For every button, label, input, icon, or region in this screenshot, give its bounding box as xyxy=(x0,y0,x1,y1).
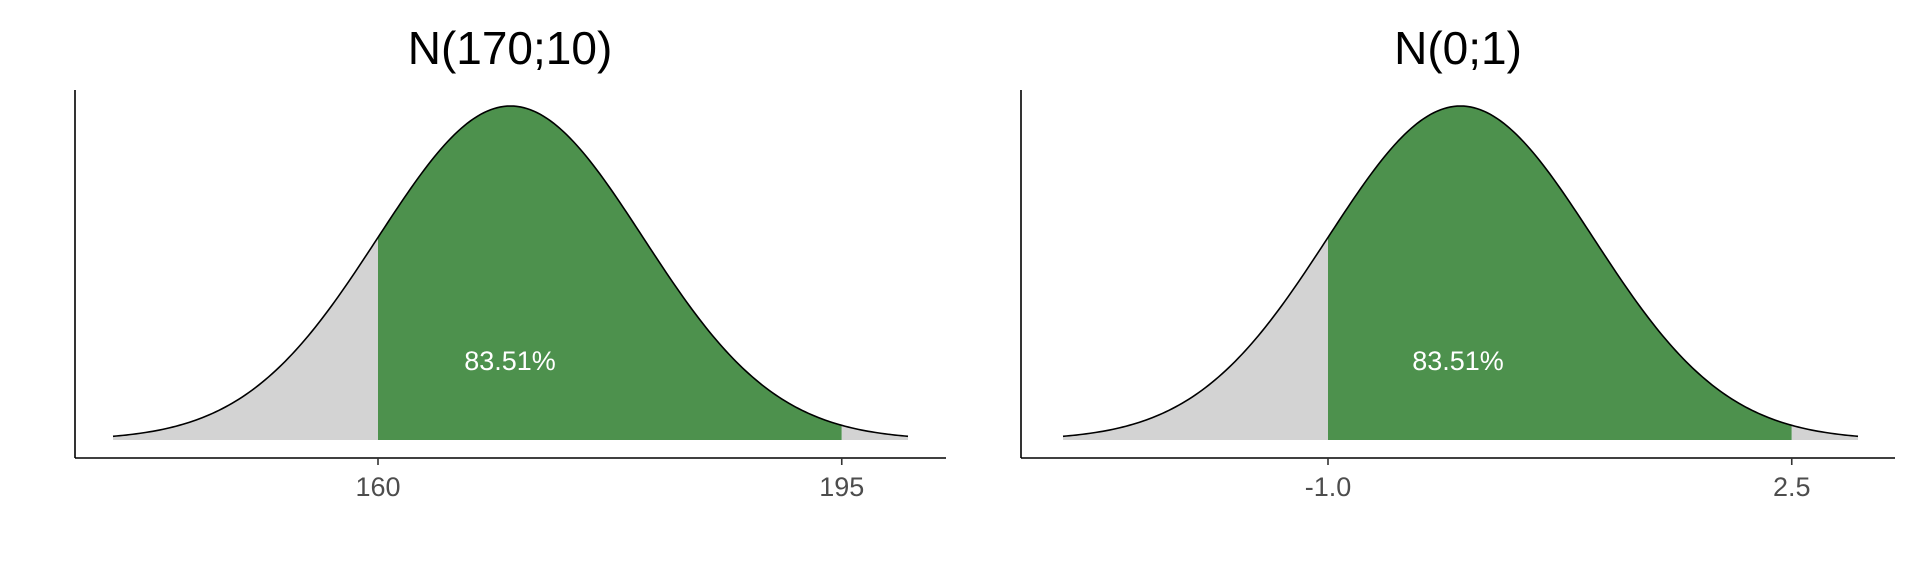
panel-1-title: N(170;10) xyxy=(408,22,613,74)
panel-2: N(0;1) -1.0 2.5 83.51% xyxy=(1020,22,1895,502)
panel-2-tick-label-1: -1.0 xyxy=(1305,472,1352,502)
panel-1-tick-label-2: 195 xyxy=(819,472,864,502)
panel-2-shaded-area xyxy=(1328,106,1792,440)
panel-1-density-curve xyxy=(112,105,909,438)
panel-1-tick-label-1: 160 xyxy=(355,472,400,502)
panel-1: N(170;10) 160 195 83.51% xyxy=(74,22,946,502)
panel-2-title: N(0;1) xyxy=(1394,22,1522,74)
panel-2-density-curve xyxy=(1062,105,1859,438)
panel-1-left-tail xyxy=(113,237,378,440)
panel-1-probability-label: 83.51% xyxy=(464,346,556,376)
panel-1-shaded-area xyxy=(378,106,842,440)
panel-2-probability-label: 83.51% xyxy=(1412,346,1504,376)
panel-2-left-tail xyxy=(1063,237,1328,440)
panel-2-tick-label-2: 2.5 xyxy=(1773,472,1811,502)
